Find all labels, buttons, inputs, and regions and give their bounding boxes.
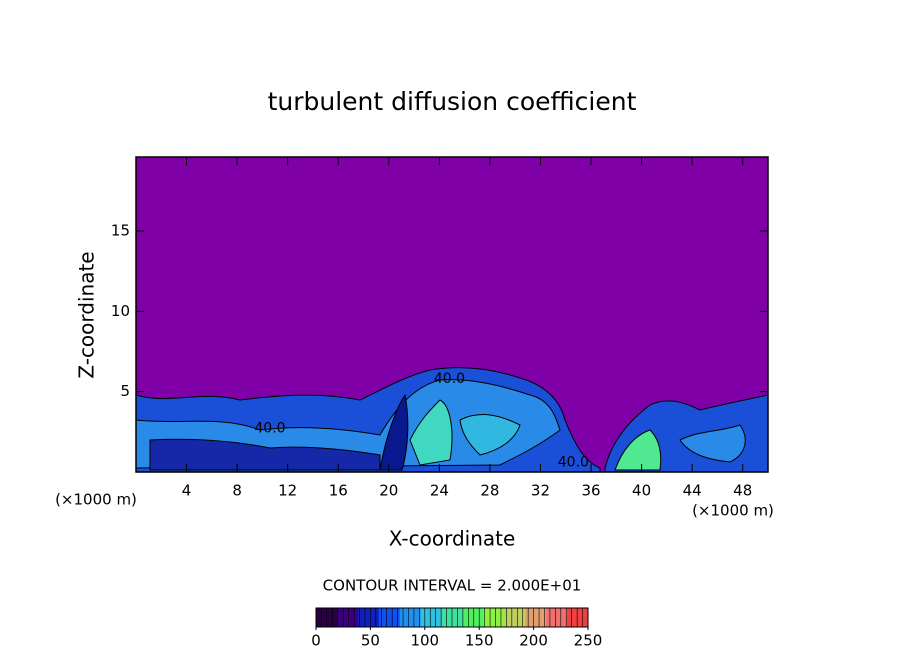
- colorbar-tick-label: 0: [311, 632, 321, 650]
- colorbar-frame: [315, 607, 589, 628]
- y-tick-label: 5: [120, 382, 130, 400]
- x-tick-label: 28: [480, 482, 499, 500]
- contour-label: 40.0: [558, 454, 589, 470]
- colorbar-segment: [567, 608, 589, 627]
- y-tick-label: 15: [111, 221, 130, 239]
- x-axis-label: X-coordinate: [389, 527, 516, 551]
- x-unit-label: (×1000 m): [55, 491, 137, 509]
- colorbar-segment: [378, 608, 401, 627]
- colorbar-tick-label: 100: [410, 632, 439, 650]
- x-tick-label: 4: [182, 482, 192, 500]
- x-tick-label: 12: [278, 482, 297, 500]
- colorbar-tick-label: 50: [361, 632, 380, 650]
- colorbar-segment: [483, 608, 505, 627]
- x-tick-label: 8: [232, 482, 242, 500]
- colorbar-segment: [357, 608, 380, 627]
- x-tick-label: 24: [430, 482, 449, 500]
- x-tick-label: 32: [531, 482, 550, 500]
- contour-interval: CONTOUR INTERVAL = 2.000E+01: [323, 577, 582, 595]
- x-tick-label: 16: [329, 482, 348, 500]
- colorbar-tick-label: 150: [465, 632, 494, 650]
- colorbar-tick-label: 200: [519, 632, 548, 650]
- colorbar-segment: [399, 608, 422, 627]
- colorbar-segment: [420, 608, 443, 627]
- colorbar-segment: [525, 608, 547, 627]
- x-tick-label: 20: [379, 482, 398, 500]
- y-tick-label: 10: [111, 302, 130, 320]
- colorbar-segment: [336, 608, 359, 627]
- x-tick-label: 36: [581, 482, 600, 500]
- x-tick-label: 40: [632, 482, 651, 500]
- colorbar-segment: [546, 608, 568, 627]
- plot-frame: [135, 156, 769, 473]
- colorbar-segment: [462, 608, 484, 627]
- chart-title: turbulent diffusion coefficient: [268, 87, 637, 116]
- turbulence-field: [135, 367, 769, 473]
- colorbar-segment: [504, 608, 526, 627]
- x-tick-label: 48: [733, 482, 752, 500]
- y-axis-label: Z-coordinate: [75, 251, 99, 378]
- contour-label: 40.0: [434, 371, 465, 387]
- colorbar-tick-label: 250: [574, 632, 603, 650]
- x-unit-label: (×1000 m): [692, 502, 774, 520]
- contour-label: 40.0: [254, 421, 285, 437]
- x-tick-label: 44: [683, 482, 702, 500]
